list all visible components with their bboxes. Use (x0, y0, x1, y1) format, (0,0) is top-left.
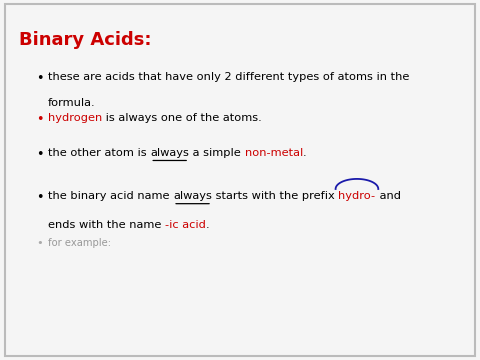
Text: always: always (173, 191, 212, 201)
Text: the binary acid name: the binary acid name (48, 191, 173, 201)
Text: hydrogen: hydrogen (48, 113, 102, 123)
Text: the other atom is: the other atom is (48, 148, 150, 158)
Text: formula.: formula. (48, 98, 96, 108)
Text: hydro-: hydro- (338, 191, 375, 201)
Text: a simple: a simple (189, 148, 244, 158)
Text: always: always (150, 148, 189, 158)
Text: non-metal: non-metal (244, 148, 303, 158)
Text: •: • (36, 191, 44, 204)
Text: •: • (36, 148, 44, 161)
Text: starts with the prefix: starts with the prefix (212, 191, 338, 201)
Text: these are acids that have only 2 different types of atoms in the: these are acids that have only 2 differe… (48, 72, 409, 82)
Text: for example:: for example: (48, 238, 111, 248)
Text: -ic acid: -ic acid (165, 220, 206, 230)
Text: .: . (206, 220, 209, 230)
Text: •: • (36, 113, 44, 126)
Text: .: . (303, 148, 306, 158)
Text: is always one of the atoms.: is always one of the atoms. (102, 113, 262, 123)
Text: ends with the name: ends with the name (48, 220, 165, 230)
Text: and: and (375, 191, 400, 201)
Text: Binary Acids:: Binary Acids: (19, 31, 152, 49)
Text: •: • (36, 238, 43, 248)
Text: •: • (36, 72, 44, 85)
